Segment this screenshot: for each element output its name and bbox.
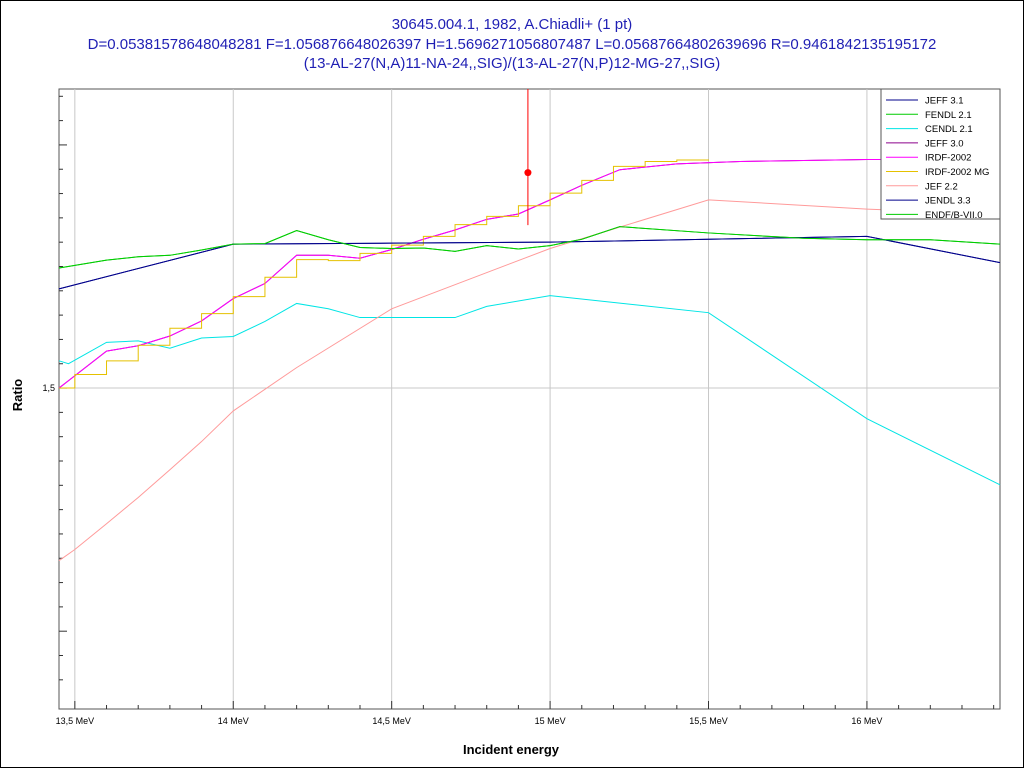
series-line-cendl-2-1 [58,295,1001,486]
legend-label-4: IRDF-2002 [925,153,971,164]
legend-label-3: JEFF 3.0 [925,138,964,149]
minor-ticks [59,95,995,709]
y-tick-labels: 1,5 [42,383,55,393]
chart-title-line-3: (13-AL-27(N,A)11-NA-24,,SIG)/(13-AL-27(N… [303,55,721,72]
x-tick-label-4: 15,5 MeV [689,716,728,726]
series-lines [58,159,1001,562]
x-axis-title: Incident energy [463,742,560,757]
legend-label-2: CENDL 2.1 [925,124,973,135]
legend-label-7: JENDL 3.3 [925,196,971,207]
experimental-points [524,89,532,226]
legend-label-8: ENDF/B-VII.0 [925,210,983,221]
x-tick-label-0: 13,5 MeV [56,716,95,726]
chart-title-line-1: 30645.004.1, 1982, A.Chiadli+ (1 pt) [391,16,633,33]
legend-items: JEFF 3.1 FENDL 2.1 CENDL 2.1 JEFF 3.0 IRDF-2… [886,96,989,221]
legend-box [880,88,1001,220]
plot-area [58,88,1001,710]
legend-label-0: JEFF 3.1 [925,96,964,107]
x-tick-labels: 13,5 MeV 14 MeV 14,5 MeV 15 MeV 15,5 MeV 16 M… [56,716,883,726]
series-line-jef-2-2 [58,199,1001,562]
x-tick-label-3: 15 MeV [535,716,566,726]
chart-title-line-2: D=0.05381578648048281 F=1.05687664802639… [87,36,937,53]
legend-label-1: FENDL 2.1 [925,110,972,121]
x-tick-label-2: 14,5 MeV [372,716,411,726]
legend: JEFF 3.1 FENDL 2.1 CENDL 2.1 JEFF 3.0 IRDF-2… [880,88,1001,221]
legend-label-6: JEF 2.2 [925,181,958,192]
y-tick-label-0: 1,5 [42,383,55,393]
legend-label-5: IRDF-2002 MG [925,167,989,178]
y-axis-title: Ratio [10,379,25,412]
series-line-irdf-2002-mg [59,159,710,389]
x-tick-label-5: 16 MeV [851,716,882,726]
x-tick-label-1: 14 MeV [218,716,249,726]
data-point-0 [524,169,532,177]
series-line-endf-b-vii-0 [58,226,1001,269]
grid [59,89,1000,709]
